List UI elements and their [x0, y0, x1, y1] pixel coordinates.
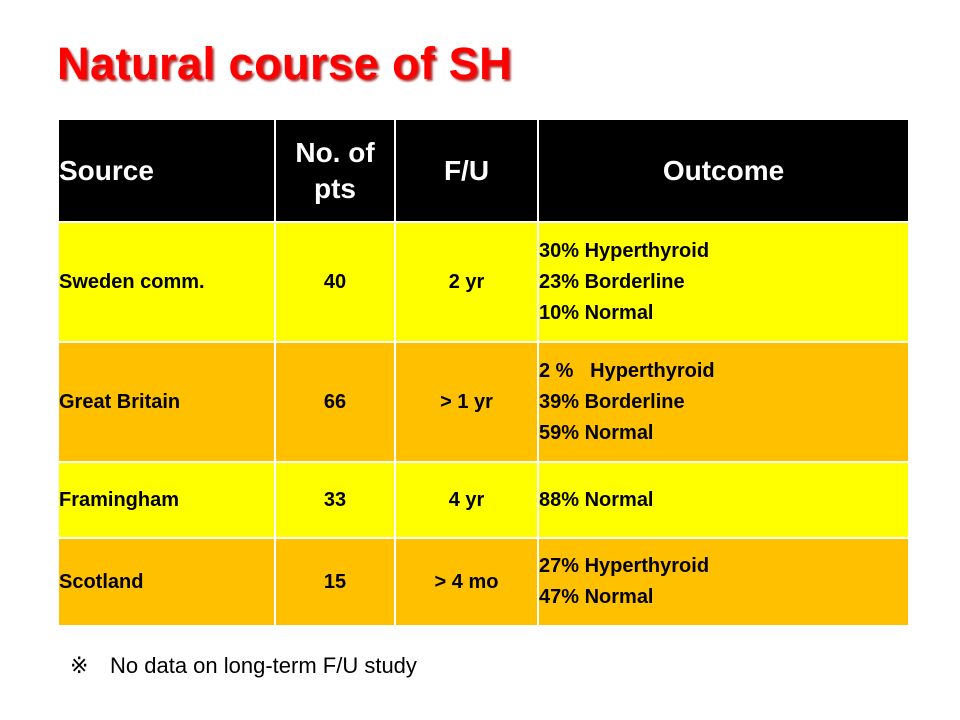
- table-header-row: Source No. of pts F/U Outcome: [59, 120, 908, 223]
- cell-follow-up: > 1 yr: [394, 341, 539, 463]
- outcome-line: 27% Hyperthyroid: [539, 555, 710, 577]
- outcome-line: 47% Normal: [539, 586, 654, 608]
- table-row: Framingham 33 4 yr 88% Normal: [59, 461, 908, 539]
- cell-no-of-pts: 15: [274, 537, 396, 627]
- header-no-of-pts: No. of pts: [274, 120, 396, 223]
- outcome-line: 30% Hyperthyroid: [539, 239, 710, 262]
- outcome-line: 2 % Hyperthyroid: [539, 359, 715, 382]
- cell-no-of-pts: 66: [274, 341, 396, 463]
- header-outcome: Outcome: [537, 120, 908, 223]
- cell-outcome: 27% Hyperthyroid 47% Normal: [537, 537, 908, 627]
- outcome-line: 88% Normal: [539, 488, 654, 511]
- cell-follow-up: 2 yr: [394, 221, 539, 343]
- cell-no-of-pts: 33: [274, 461, 396, 539]
- cell-outcome: 88% Normal: [537, 461, 908, 539]
- table-row: Scotland 15 > 4 mo 27% Hyperthyroid 47% …: [59, 537, 908, 627]
- cell-outcome: 2 % Hyperthyroid 39% Borderline 59% Norm…: [537, 341, 908, 463]
- reference-mark-icon: ※: [70, 653, 89, 678]
- cell-no-of-pts: 40: [274, 221, 396, 343]
- cell-source: Scotland: [59, 537, 276, 627]
- cell-source: Sweden comm.: [59, 221, 276, 343]
- cell-outcome: 30% Hyperthyroid 23% Borderline 10% Norm…: [537, 221, 908, 343]
- table-row: Great Britain 66 > 1 yr 2 % Hyperthyroid…: [59, 341, 908, 463]
- footnote: ※ No data on long-term F/U study: [70, 653, 417, 679]
- outcome-line: 39% Borderline: [539, 390, 685, 413]
- footnote-text: No data on long-term F/U study: [110, 653, 417, 678]
- slide-title: Natural course of SH: [57, 38, 513, 89]
- cell-follow-up: 4 yr: [394, 461, 539, 539]
- header-follow-up: F/U: [394, 120, 539, 223]
- table-row: Sweden comm. 40 2 yr 30% Hyperthyroid 23…: [59, 221, 908, 343]
- cell-source: Framingham: [59, 461, 276, 539]
- outcome-line: 59% Normal: [539, 421, 654, 444]
- outcome-line: 10% Normal: [539, 301, 654, 324]
- study-table: Source No. of pts F/U Outcome Sweden com…: [59, 120, 908, 627]
- cell-follow-up: > 4 mo: [394, 537, 539, 627]
- header-source: Source: [59, 120, 276, 223]
- outcome-line: 23% Borderline: [539, 270, 685, 293]
- cell-source: Great Britain: [59, 341, 276, 463]
